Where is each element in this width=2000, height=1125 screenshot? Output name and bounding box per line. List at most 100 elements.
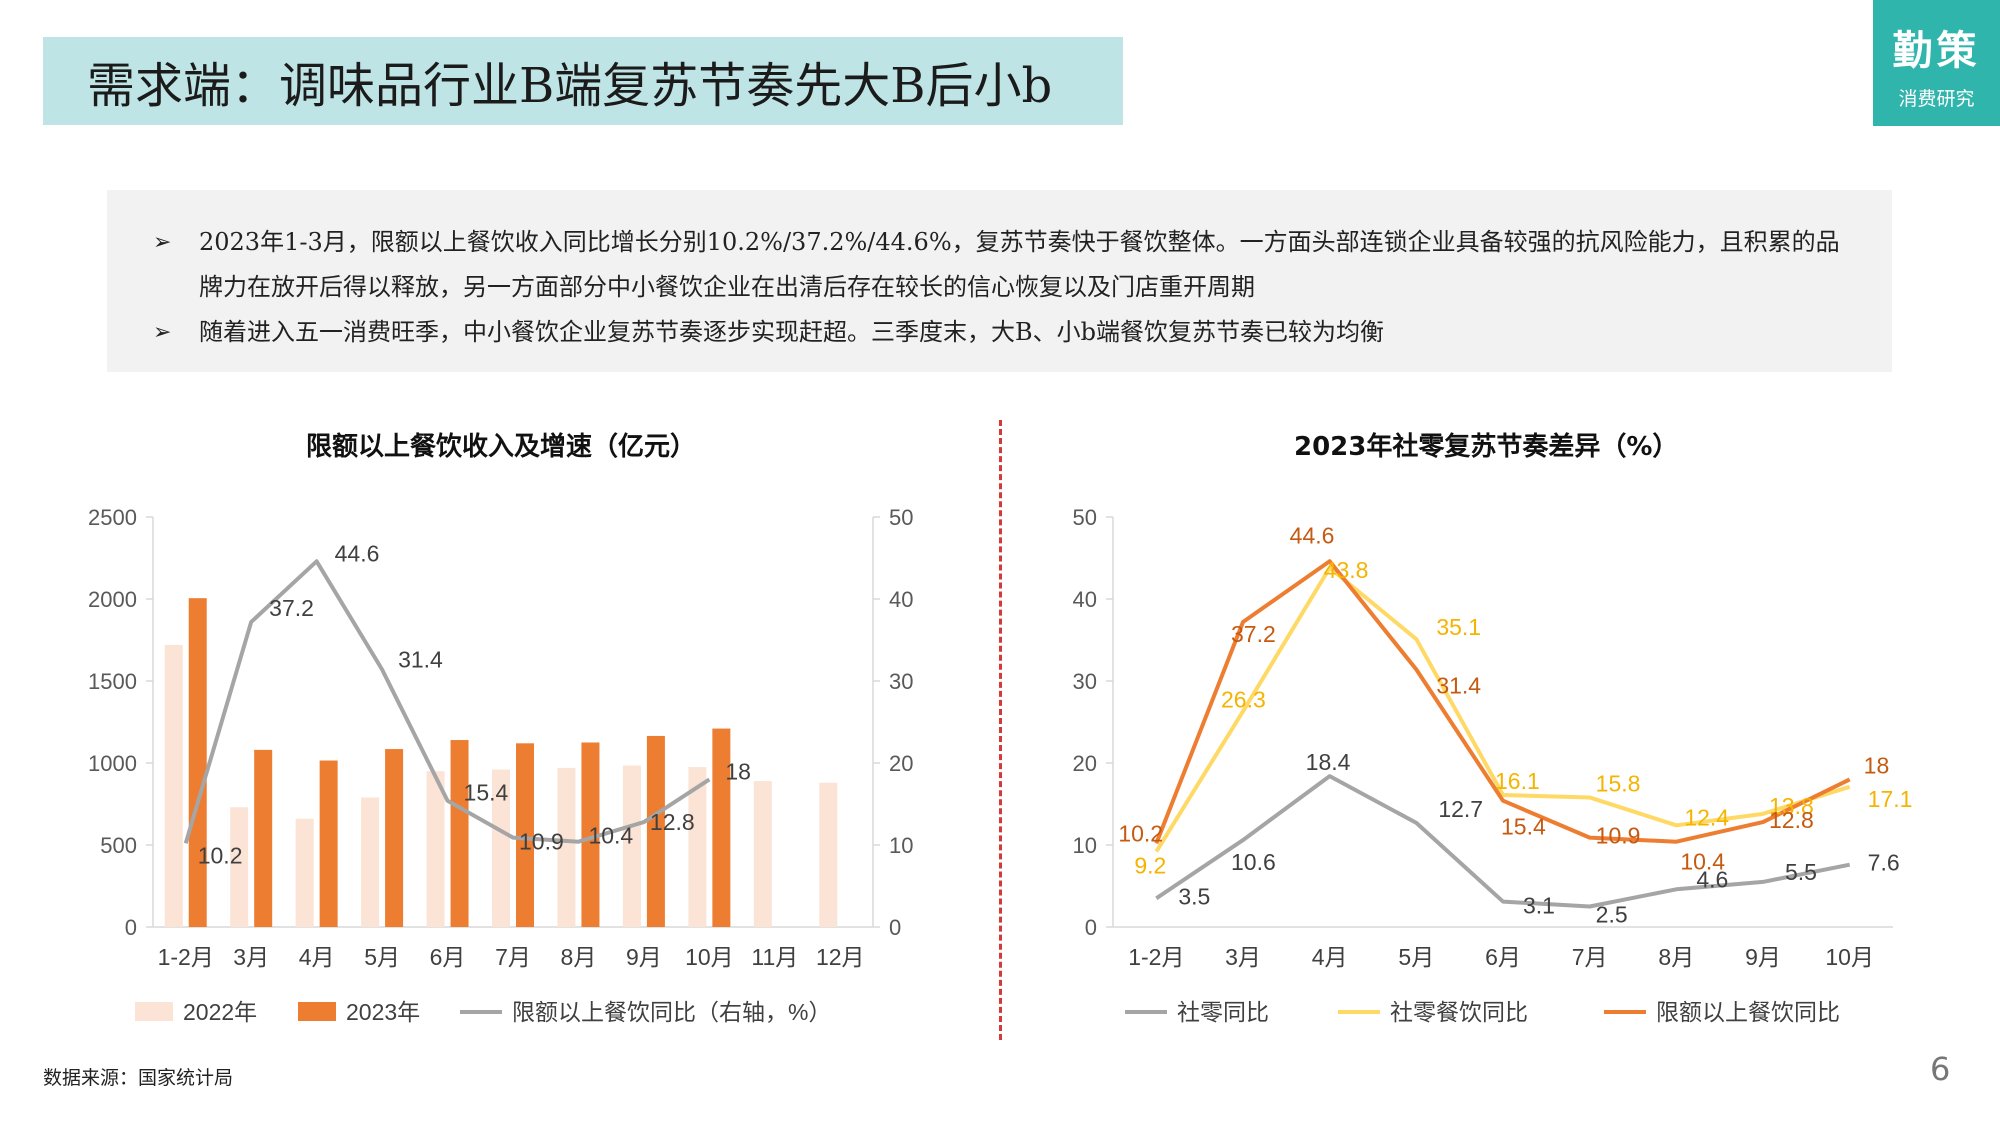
x-tick-label: 10月 [1825, 944, 1874, 970]
line-data-label: 18 [1864, 752, 1890, 778]
summary-box: ➢ 2023年1-3月，限额以上餐饮收入同比增长分别10.2%/37.2%/44… [107, 190, 1892, 372]
x-tick-label: 4月 [1312, 944, 1348, 970]
page-title: 需求端：调味品行业B端复苏节奏先大B后小b [87, 58, 1053, 114]
line-data-label: 43.8 [1324, 557, 1369, 583]
left-combo-chart: 0 500 1000 1500 2000 2500 0 10 20 30 40 50 1-2月 3月 4月 5… [88, 505, 913, 1025]
line-data-label: 10.2 [198, 842, 243, 868]
line-data-label: 12.7 [1438, 796, 1483, 822]
line-data-label: 37.2 [269, 595, 314, 621]
bar-2022 [688, 767, 707, 927]
y-tick-label: 40 [1073, 587, 1097, 612]
right-chart-title: 2023年社零复苏节奏差异（%） [1294, 432, 1679, 462]
line-data-label: 10.6 [1231, 849, 1276, 875]
arrow-bullet-icon: ➢ [153, 230, 172, 255]
bar-2022 [230, 807, 249, 927]
x-tick-label: 7月 [1572, 944, 1608, 970]
x-tick-label: 5月 [364, 944, 400, 970]
arrow-bullet-icon: ➢ [153, 320, 172, 345]
x-tick-label: 11月 [751, 944, 798, 970]
line-data-label: 15.8 [1596, 770, 1641, 796]
x-tick-label: 10月 [685, 944, 734, 970]
bar-2022 [492, 769, 510, 927]
line-data-label: 16.1 [1495, 768, 1540, 794]
y-tick-label: 1000 [88, 751, 137, 776]
y-tick-label: 500 [100, 833, 137, 858]
x-tick-label: 6月 [1485, 944, 1521, 970]
bullet-text: 随着进入五一消费旺季，中小餐饮企业复苏节奏逐步实现赶超。三季度末，大B、小b端餐… [199, 318, 1384, 346]
bar-2023 [450, 740, 469, 927]
line-series-2 [1154, 559, 1851, 845]
line-data-label: 31.4 [1436, 673, 1481, 699]
y-tick-label: 1500 [88, 669, 137, 694]
bar-2023 [516, 743, 534, 927]
line-data-label: 12.8 [1769, 807, 1814, 833]
bar-2022 [361, 797, 380, 927]
brand-logo: 勤策 消费研究 [1873, 0, 2000, 126]
bullet-item: ➢ 2023年1-3月，限额以上餐饮收入同比增长分别10.2%/37.2%/44… [153, 220, 1852, 310]
bar-2023 [254, 749, 273, 927]
y-tick-label: 0 [125, 915, 137, 940]
legend-swatch-2023 [298, 1002, 336, 1021]
logo-sub-text: 消费研究 [1898, 88, 1975, 110]
x-tick-label: 9月 [626, 944, 662, 970]
line-data-label: 5.5 [1785, 859, 1817, 885]
line-data-label: 26.3 [1221, 686, 1266, 712]
y2-tick-label: 40 [889, 587, 913, 612]
y-tick-label: 20 [1073, 751, 1097, 776]
line-data-label: 35.1 [1436, 614, 1481, 640]
line-data-label: 15.4 [1501, 814, 1546, 840]
legend-label: 社零同比 [1177, 999, 1269, 1025]
y-tick-label: 50 [1073, 505, 1097, 530]
legend-swatch-2022 [135, 1002, 173, 1021]
bar-2022 [557, 767, 576, 927]
line-data-label: 15.4 [464, 780, 509, 806]
x-tick-label: 4月 [299, 944, 335, 970]
bullet-item: ➢ 随着进入五一消费旺季，中小餐饮企业复苏节奏逐步实现赶超。三季度末，大B、小b… [153, 310, 1852, 355]
line-data-label: 10.4 [1680, 849, 1725, 875]
bar-2022 [426, 771, 445, 927]
line-data-label: 44.6 [1290, 522, 1335, 548]
legend-label-2023: 2023年 [346, 999, 420, 1025]
right-line-chart: 0 10 20 30 40 50 1-2月 3月 4月 5月 6月 7月 8月 9月 10月 3.5 10.6 1… [1073, 505, 1913, 1025]
bar-2022 [819, 782, 838, 927]
x-tick-label: 7月 [495, 944, 531, 970]
line-data-label: 18.4 [1306, 749, 1351, 775]
bar-2023 [581, 742, 600, 927]
title-banner: 需求端：调味品行业B端复苏节奏先大B后小b [43, 37, 1123, 125]
x-tick-label: 12月 [816, 944, 865, 970]
line-data-label: 3.5 [1178, 883, 1210, 909]
line-data-label: 10.4 [588, 823, 633, 849]
line-series-0 [1155, 774, 1851, 909]
line-data-label: 4.6 [1696, 866, 1728, 892]
y-tick-label: 10 [1073, 833, 1097, 858]
line-data-label: 9.2 [1134, 853, 1166, 879]
y2-tick-label: 50 [889, 505, 913, 530]
page-number: 6 [1930, 1050, 1951, 1088]
data-source: 数据来源：国家统计局 [43, 1067, 234, 1089]
y-tick-label: 0 [1085, 915, 1097, 940]
x-tick-label: 5月 [1398, 944, 1434, 970]
bar-2023 [646, 735, 665, 927]
legend-label: 限额以上餐饮同比 [1656, 999, 1840, 1025]
line-series-1 [1154, 565, 1851, 853]
y2-tick-label: 30 [889, 669, 913, 694]
line-data-label: 31.4 [398, 647, 443, 673]
line-data-label: 12.8 [650, 809, 695, 835]
y-tick-label: 30 [1073, 669, 1097, 694]
line-data-label: 2.5 [1596, 902, 1628, 928]
x-tick-label: 6月 [430, 944, 466, 970]
x-tick-label: 8月 [561, 944, 597, 970]
line-data-label: 44.6 [335, 540, 380, 566]
x-tick-label: 9月 [1745, 944, 1781, 970]
bar-2022 [164, 644, 183, 927]
bar-2022 [753, 781, 772, 927]
bar-2023 [712, 728, 731, 927]
bar-2023 [319, 760, 338, 927]
legend-label-line: 限额以上餐饮同比（右轴，%） [512, 999, 831, 1025]
logo-main-text: 勤策 [1892, 27, 1981, 74]
x-tick-label: 3月 [1225, 944, 1261, 970]
bar-2023 [188, 598, 207, 927]
line-data-label: 37.2 [1231, 621, 1276, 647]
x-tick-label: 8月 [1658, 944, 1694, 970]
y-tick-label: 2000 [88, 587, 137, 612]
